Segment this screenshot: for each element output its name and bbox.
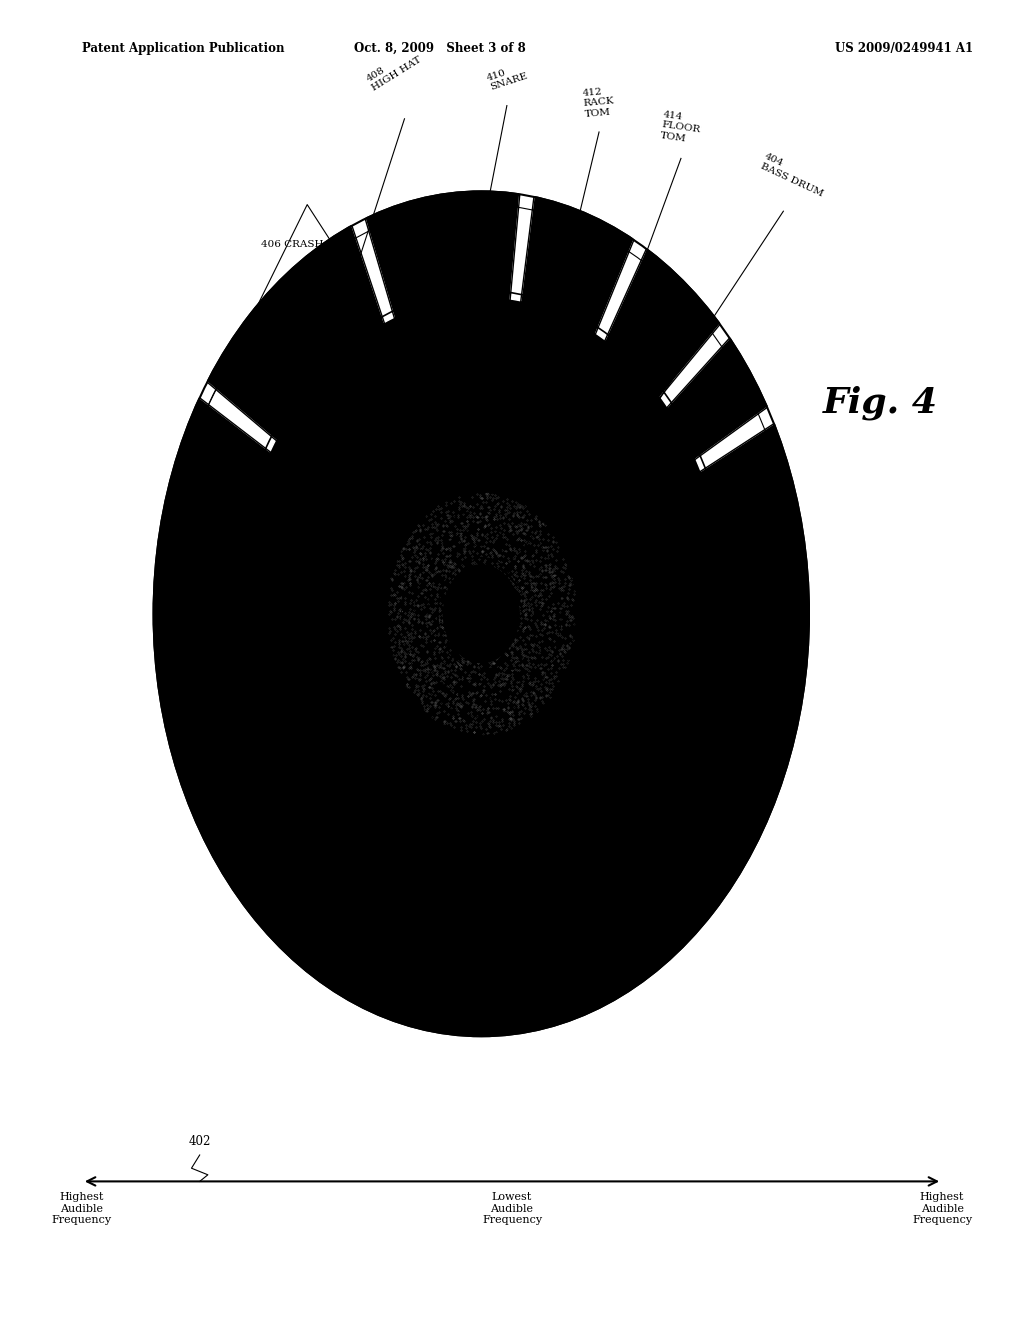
Text: 404
BASS DRUM: 404 BASS DRUM <box>759 152 828 198</box>
Text: 408
HIGH HAT: 408 HIGH HAT <box>366 46 423 92</box>
Text: 414
FLOOR
TOM: 414 FLOOR TOM <box>659 111 702 145</box>
Text: Patent Application Publication: Patent Application Publication <box>82 42 285 55</box>
Text: 406 CRASH: 406 CRASH <box>261 240 324 248</box>
Text: US 2009/0249941 A1: US 2009/0249941 A1 <box>835 42 973 55</box>
Text: Lowest
Audible
Frequency: Lowest Audible Frequency <box>482 1192 542 1225</box>
Text: Oct. 8, 2009   Sheet 3 of 8: Oct. 8, 2009 Sheet 3 of 8 <box>354 42 526 55</box>
Wedge shape <box>197 380 275 451</box>
Wedge shape <box>660 322 732 407</box>
Text: Highest
Audible
Frequency: Highest Audible Frequency <box>52 1192 112 1225</box>
Text: 412
RACK
TOM: 412 RACK TOM <box>583 86 615 119</box>
Wedge shape <box>510 190 535 301</box>
Circle shape <box>443 565 519 663</box>
Wedge shape <box>350 215 394 322</box>
Text: Highest
Audible
Frequency: Highest Audible Frequency <box>912 1192 972 1225</box>
Text: 402: 402 <box>188 1135 211 1148</box>
Wedge shape <box>696 405 777 471</box>
Wedge shape <box>596 236 648 341</box>
Text: 410
SNARE: 410 SNARE <box>485 62 528 92</box>
Circle shape <box>154 191 809 1036</box>
Text: Fig. 4: Fig. 4 <box>823 385 938 420</box>
